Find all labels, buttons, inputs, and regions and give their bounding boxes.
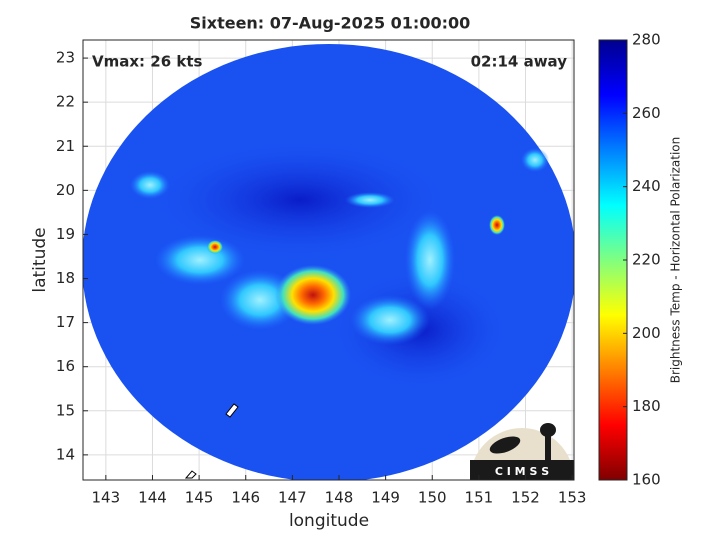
colorbar-tick-label: 180 — [632, 397, 661, 415]
y-tick-label: 20 — [56, 181, 75, 199]
y-tick-label: 22 — [56, 93, 75, 111]
x-axis-label: longitude — [289, 511, 369, 531]
x-tick-label: 152 — [511, 489, 540, 507]
y-tick-label: 16 — [56, 357, 75, 375]
y-tick-label: 19 — [56, 225, 75, 243]
chart-title: Sixteen: 07-Aug-2025 01:00:00 — [190, 14, 471, 33]
colorbar-label: Brightness Temp - Horizontal Polarizatio… — [669, 137, 683, 384]
colorbar-tick-label: 200 — [632, 324, 661, 342]
x-tick-label: 147 — [278, 489, 307, 507]
plot-frame — [82, 39, 575, 481]
x-tick-label: 150 — [418, 489, 447, 507]
x-tick-label: 153 — [558, 489, 587, 507]
x-tick-label: 145 — [185, 489, 214, 507]
logo-text: C I M S S — [495, 465, 549, 478]
colorbar-tick-label: 220 — [632, 251, 661, 269]
y-tick-label: 14 — [56, 445, 75, 463]
colorbar-tick-label: 160 — [632, 471, 661, 489]
y-tick-label: 18 — [56, 269, 75, 287]
x-tick-label: 146 — [231, 489, 260, 507]
y-tick-label: 21 — [56, 137, 75, 155]
x-tick-label: 143 — [92, 489, 121, 507]
y-tick-label: 23 — [56, 49, 75, 67]
annotation: Vmax: 26 kts — [92, 53, 202, 71]
satellite-image — [83, 44, 574, 480]
y-tick-label: 17 — [56, 313, 75, 331]
x-tick-label: 148 — [325, 489, 354, 507]
x-tick-label: 149 — [371, 489, 400, 507]
colorbar — [598, 39, 628, 481]
y-tick-label: 15 — [56, 401, 75, 419]
y-axis-label: latitude — [30, 227, 50, 292]
colorbar-tick-label: 260 — [632, 104, 661, 122]
colorbar-tick-label: 280 — [632, 31, 661, 49]
x-tick-label: 144 — [138, 489, 167, 507]
logo: C I M S S — [470, 423, 574, 480]
colorbar-tick-label: 240 — [632, 177, 661, 195]
annotation: 02:14 away — [471, 53, 568, 71]
x-tick-label: 151 — [465, 489, 494, 507]
